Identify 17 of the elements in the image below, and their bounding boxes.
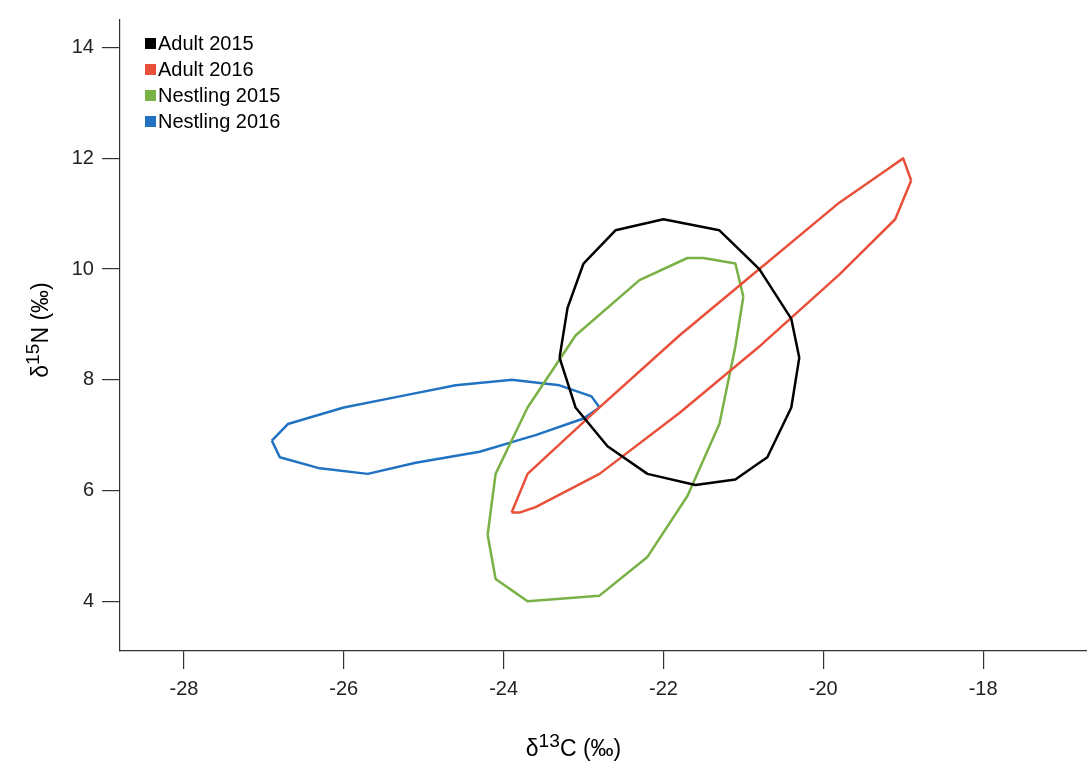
y-tick-label: 6 — [82, 478, 94, 500]
y-tick-label: 4 — [82, 588, 94, 611]
y-tick-label: 10 — [71, 256, 94, 279]
x-tick-label: -24 — [489, 676, 519, 699]
x-tick-label: -26 — [329, 676, 359, 699]
x-tick-label: -22 — [648, 676, 678, 699]
legend-label: Nestling 2016 — [158, 109, 281, 134]
legend-label: Nestling 2015 — [158, 83, 281, 108]
x-tick-label: -18 — [968, 676, 998, 699]
legend-label: Adult 2015 — [158, 31, 254, 56]
y-tick-label: 14 — [71, 35, 94, 58]
y-tick-label: 8 — [82, 367, 94, 390]
legend-label: Adult 2016 — [158, 57, 254, 82]
y-tick-label: 12 — [71, 145, 94, 168]
x-tick-label: -28 — [169, 676, 199, 699]
x-axis-title: δ$^{13}$C (‰) — [524, 730, 623, 762]
x-tick-label: -20 — [808, 676, 838, 699]
